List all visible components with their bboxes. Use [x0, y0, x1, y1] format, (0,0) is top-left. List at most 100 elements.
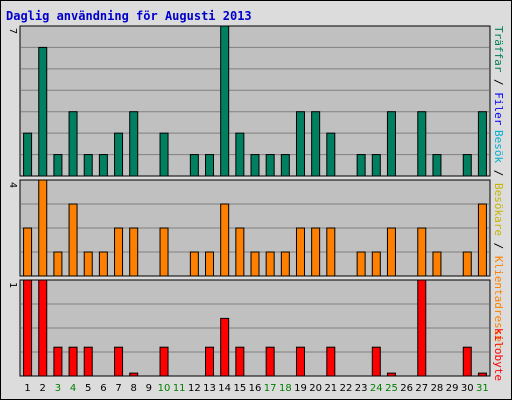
bar-bottom-day-8	[129, 372, 139, 377]
bar-top-day-21	[326, 132, 336, 177]
bar-middle-day-19	[295, 227, 305, 277]
legend-sep-1: /	[492, 78, 505, 86]
x-tick-label: 19	[294, 383, 307, 394]
x-tick-label: 15	[233, 383, 246, 394]
bar-top-day-25	[386, 111, 396, 177]
x-tick-label: 29	[446, 383, 459, 394]
legend-bottom: kilobyte	[492, 328, 505, 381]
bar-top-day-31	[477, 111, 487, 177]
bar-middle-day-30	[462, 251, 472, 277]
x-tick-label: 14	[218, 383, 231, 394]
bar-middle-day-27	[417, 227, 427, 277]
bar-top-day-19	[295, 111, 305, 177]
bar-bottom-day-4	[68, 346, 78, 377]
bar-middle-day-21	[326, 227, 336, 277]
x-tick-label: 9	[146, 383, 152, 394]
bar-top-day-2	[38, 46, 48, 177]
x-tick-label: 18	[279, 383, 292, 394]
bar-bottom-day-14	[220, 317, 230, 377]
x-tick-label: 3	[55, 383, 61, 394]
bar-top-day-20	[311, 111, 321, 177]
x-tick-label: 21	[324, 383, 337, 394]
x-tick-label: 17	[264, 383, 277, 394]
bar-top-day-5	[83, 154, 93, 177]
bar-bottom-day-1	[23, 279, 33, 377]
bar-middle-day-17	[265, 251, 275, 277]
bar-middle-day-31	[477, 203, 487, 277]
bar-top-day-3	[53, 154, 63, 177]
x-tick-label: 10	[158, 383, 171, 394]
bar-top-day-28	[432, 154, 442, 177]
bar-middle-day-4	[68, 203, 78, 277]
bar-top-day-14	[220, 25, 230, 177]
bar-top-day-1	[23, 132, 33, 177]
x-tick-label: 5	[85, 383, 91, 394]
bar-top-day-8	[129, 111, 139, 177]
bar-top-day-6	[98, 154, 108, 177]
bar-bottom-day-10	[159, 346, 169, 377]
bar-bottom-day-7	[114, 346, 124, 377]
x-tick-label: 1	[24, 383, 30, 394]
bar-top-day-27	[417, 111, 427, 177]
bar-bottom-day-21	[326, 346, 336, 377]
bar-middle-day-28	[432, 251, 442, 277]
bar-bottom-day-30	[462, 346, 472, 377]
bar-top-day-17	[265, 154, 275, 177]
bar-middle-day-6	[98, 251, 108, 277]
x-tick-label: 28	[431, 383, 444, 394]
bar-bottom-day-17	[265, 346, 275, 377]
x-tick-label: 22	[340, 383, 353, 394]
bar-top-day-13	[205, 154, 215, 177]
legend-besok: Besök	[492, 130, 505, 164]
bar-middle-day-13	[205, 251, 215, 277]
bar-top-day-24	[371, 154, 381, 177]
bar-bottom-day-25	[386, 372, 396, 377]
chart-title: Daglig användning för Augusti 2013	[6, 9, 252, 23]
bar-middle-day-24	[371, 251, 381, 277]
bar-middle-day-7	[114, 227, 124, 277]
bar-middle-day-5	[83, 251, 93, 277]
x-tick-label: 11	[173, 383, 186, 394]
bar-middle-day-10	[159, 227, 169, 277]
x-tick-label: 27	[415, 383, 428, 394]
bar-bottom-day-27	[417, 279, 427, 377]
bar-top-day-15	[235, 132, 245, 177]
bar-middle-day-1	[23, 227, 33, 277]
x-tick-label: 25	[385, 383, 398, 394]
bar-middle-day-18	[280, 251, 290, 277]
x-tick-label: 26	[400, 383, 413, 394]
bar-middle-day-15	[235, 227, 245, 277]
x-tick-label: 13	[203, 383, 216, 394]
legend-sep-3: /	[492, 242, 505, 250]
x-tick-label: 6	[100, 383, 106, 394]
bar-middle-day-2	[38, 179, 48, 277]
x-tick-label: 16	[249, 383, 262, 394]
x-tick-label: 7	[115, 383, 121, 394]
bar-middle-day-25	[386, 227, 396, 277]
ymax-label-middle: 4	[7, 182, 18, 188]
x-tick-label: 20	[309, 383, 322, 394]
bar-top-day-4	[68, 111, 78, 177]
ymax-label-bottom: 1	[7, 282, 18, 288]
bar-middle-day-14	[220, 203, 230, 277]
legend-middle: Besök / Besökare / Klientadresser	[492, 130, 505, 349]
bar-bottom-day-31	[477, 372, 487, 377]
bar-middle-day-8	[129, 227, 139, 277]
legend-kilobyte: kilobyte	[492, 328, 505, 381]
bar-top-day-16	[250, 154, 260, 177]
ymax-label-top: 7	[7, 28, 18, 34]
bar-bottom-day-3	[53, 346, 63, 377]
legend-sep-2: /	[492, 169, 505, 177]
bar-bottom-day-5	[83, 346, 93, 377]
x-tick-label: 2	[40, 383, 46, 394]
legend-besokare: Besökare	[492, 183, 505, 236]
bar-middle-day-20	[311, 227, 321, 277]
bar-middle-day-12	[189, 251, 199, 277]
x-tick-label: 12	[188, 383, 201, 394]
bar-bottom-day-2	[38, 279, 48, 377]
legend-top: Träffar / Filer	[492, 26, 505, 125]
plot-area-top	[19, 25, 491, 177]
bar-top-day-30	[462, 154, 472, 177]
bar-bottom-day-24	[371, 346, 381, 377]
